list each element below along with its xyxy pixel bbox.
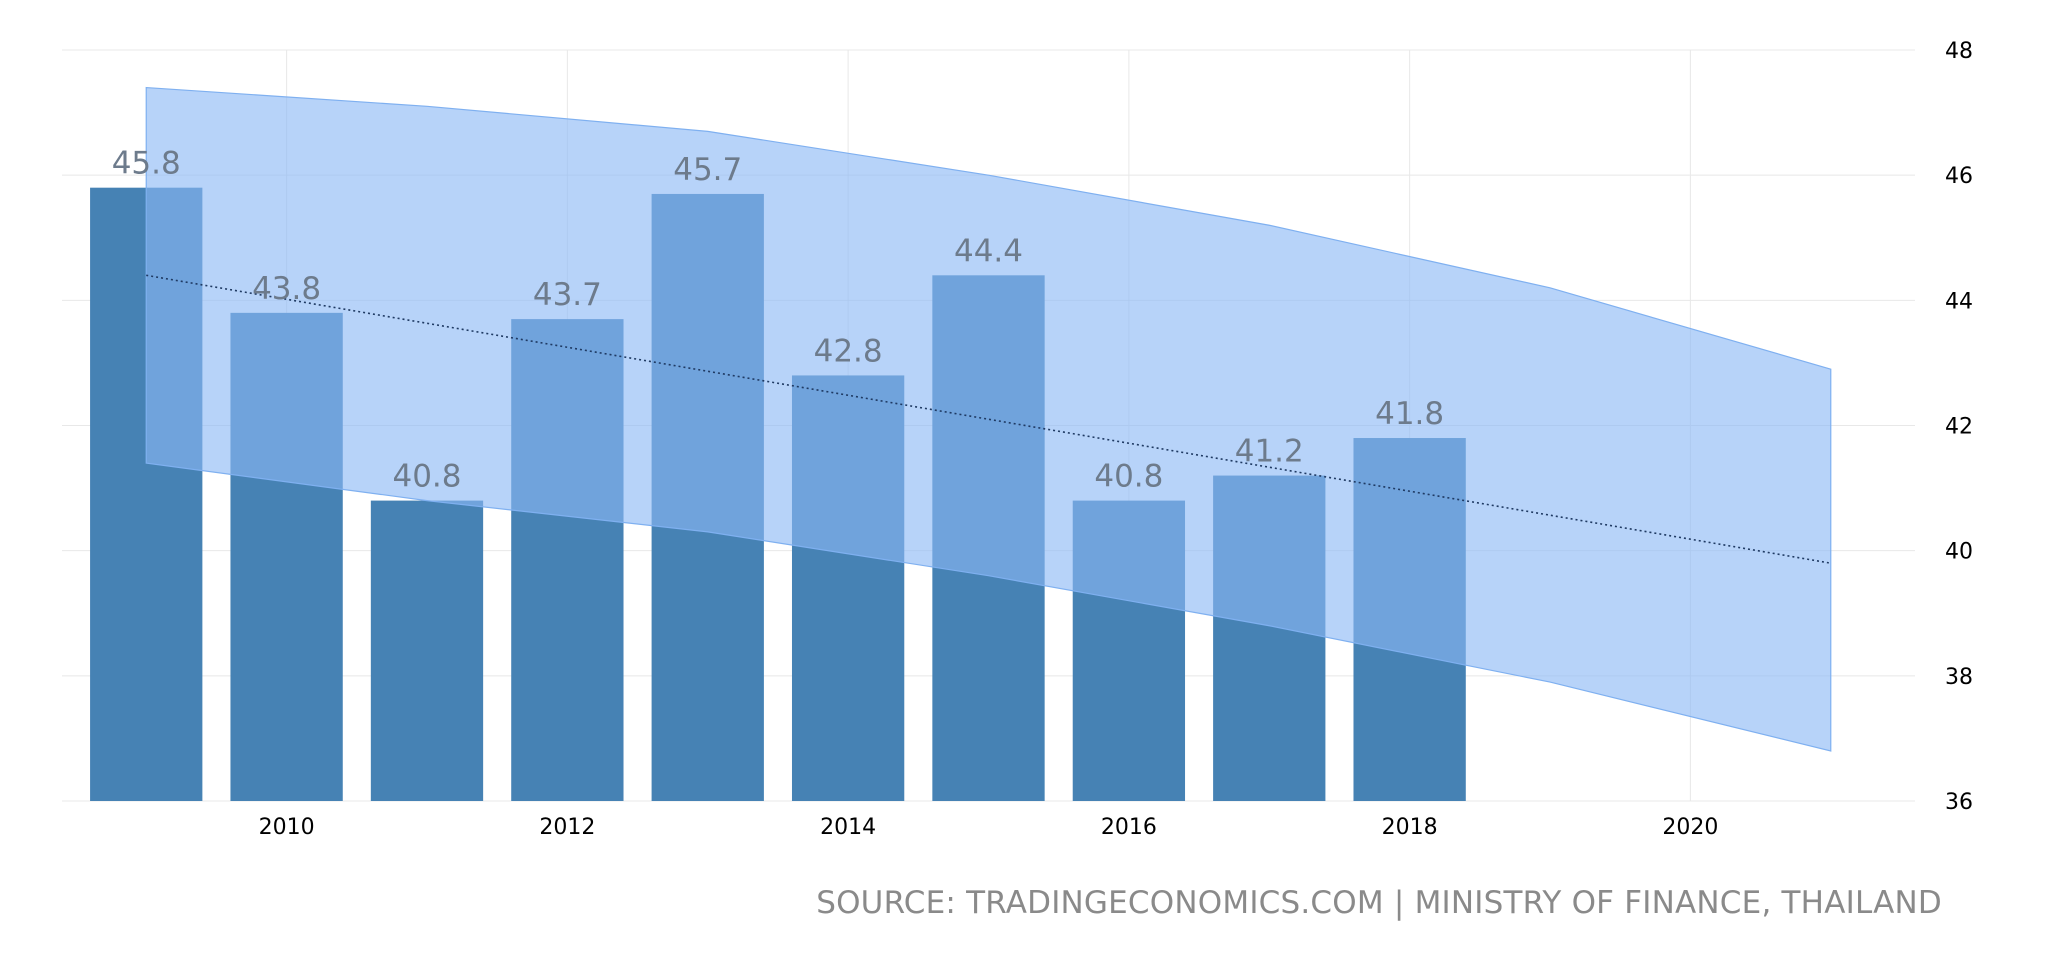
y-tick-label: 44 [1945, 289, 1973, 314]
data-label: 45.8 [112, 146, 181, 182]
data-label: 41.8 [1375, 396, 1444, 432]
data-labels: 45.8 43.8 40.8 43.7 45.7 42.8 44.4 40.8 41.2 41.8 [112, 146, 1444, 495]
y-tick-label: 40 [1945, 540, 1973, 565]
data-label: 40.8 [1094, 459, 1163, 495]
data-label: 45.7 [673, 152, 742, 188]
x-axis-ticks: 2010 2012 2014 2016 2018 2020 [259, 815, 1719, 840]
y-tick-label: 48 [1945, 39, 1973, 64]
y-axis-ticks: 36 38 40 42 44 46 48 [1945, 39, 1973, 815]
x-tick-label: 2020 [1662, 815, 1718, 840]
forecast-band-layer [145, 86, 1832, 752]
x-tick-label: 2018 [1382, 815, 1438, 840]
data-label: 42.8 [814, 333, 883, 369]
forecast-band [145, 86, 1832, 752]
data-label: 41.2 [1235, 434, 1304, 470]
data-label: 43.8 [252, 271, 321, 307]
y-tick-label: 42 [1945, 415, 1973, 440]
bar [370, 500, 484, 801]
x-tick-label: 2010 [259, 815, 315, 840]
data-label: 40.8 [392, 459, 461, 495]
x-tick-label: 2012 [539, 815, 595, 840]
y-tick-label: 38 [1945, 665, 1973, 690]
data-label: 43.7 [533, 277, 602, 313]
x-tick-label: 2014 [820, 815, 876, 840]
bars [90, 187, 1466, 802]
x-tick-label: 2016 [1101, 815, 1157, 840]
source-attribution: SOURCE: TRADINGECONOMICS.COM | MINISTRY … [816, 885, 1942, 921]
y-tick-label: 36 [1945, 790, 1973, 815]
y-tick-label: 46 [1945, 164, 1973, 189]
data-label: 44.4 [954, 233, 1023, 269]
